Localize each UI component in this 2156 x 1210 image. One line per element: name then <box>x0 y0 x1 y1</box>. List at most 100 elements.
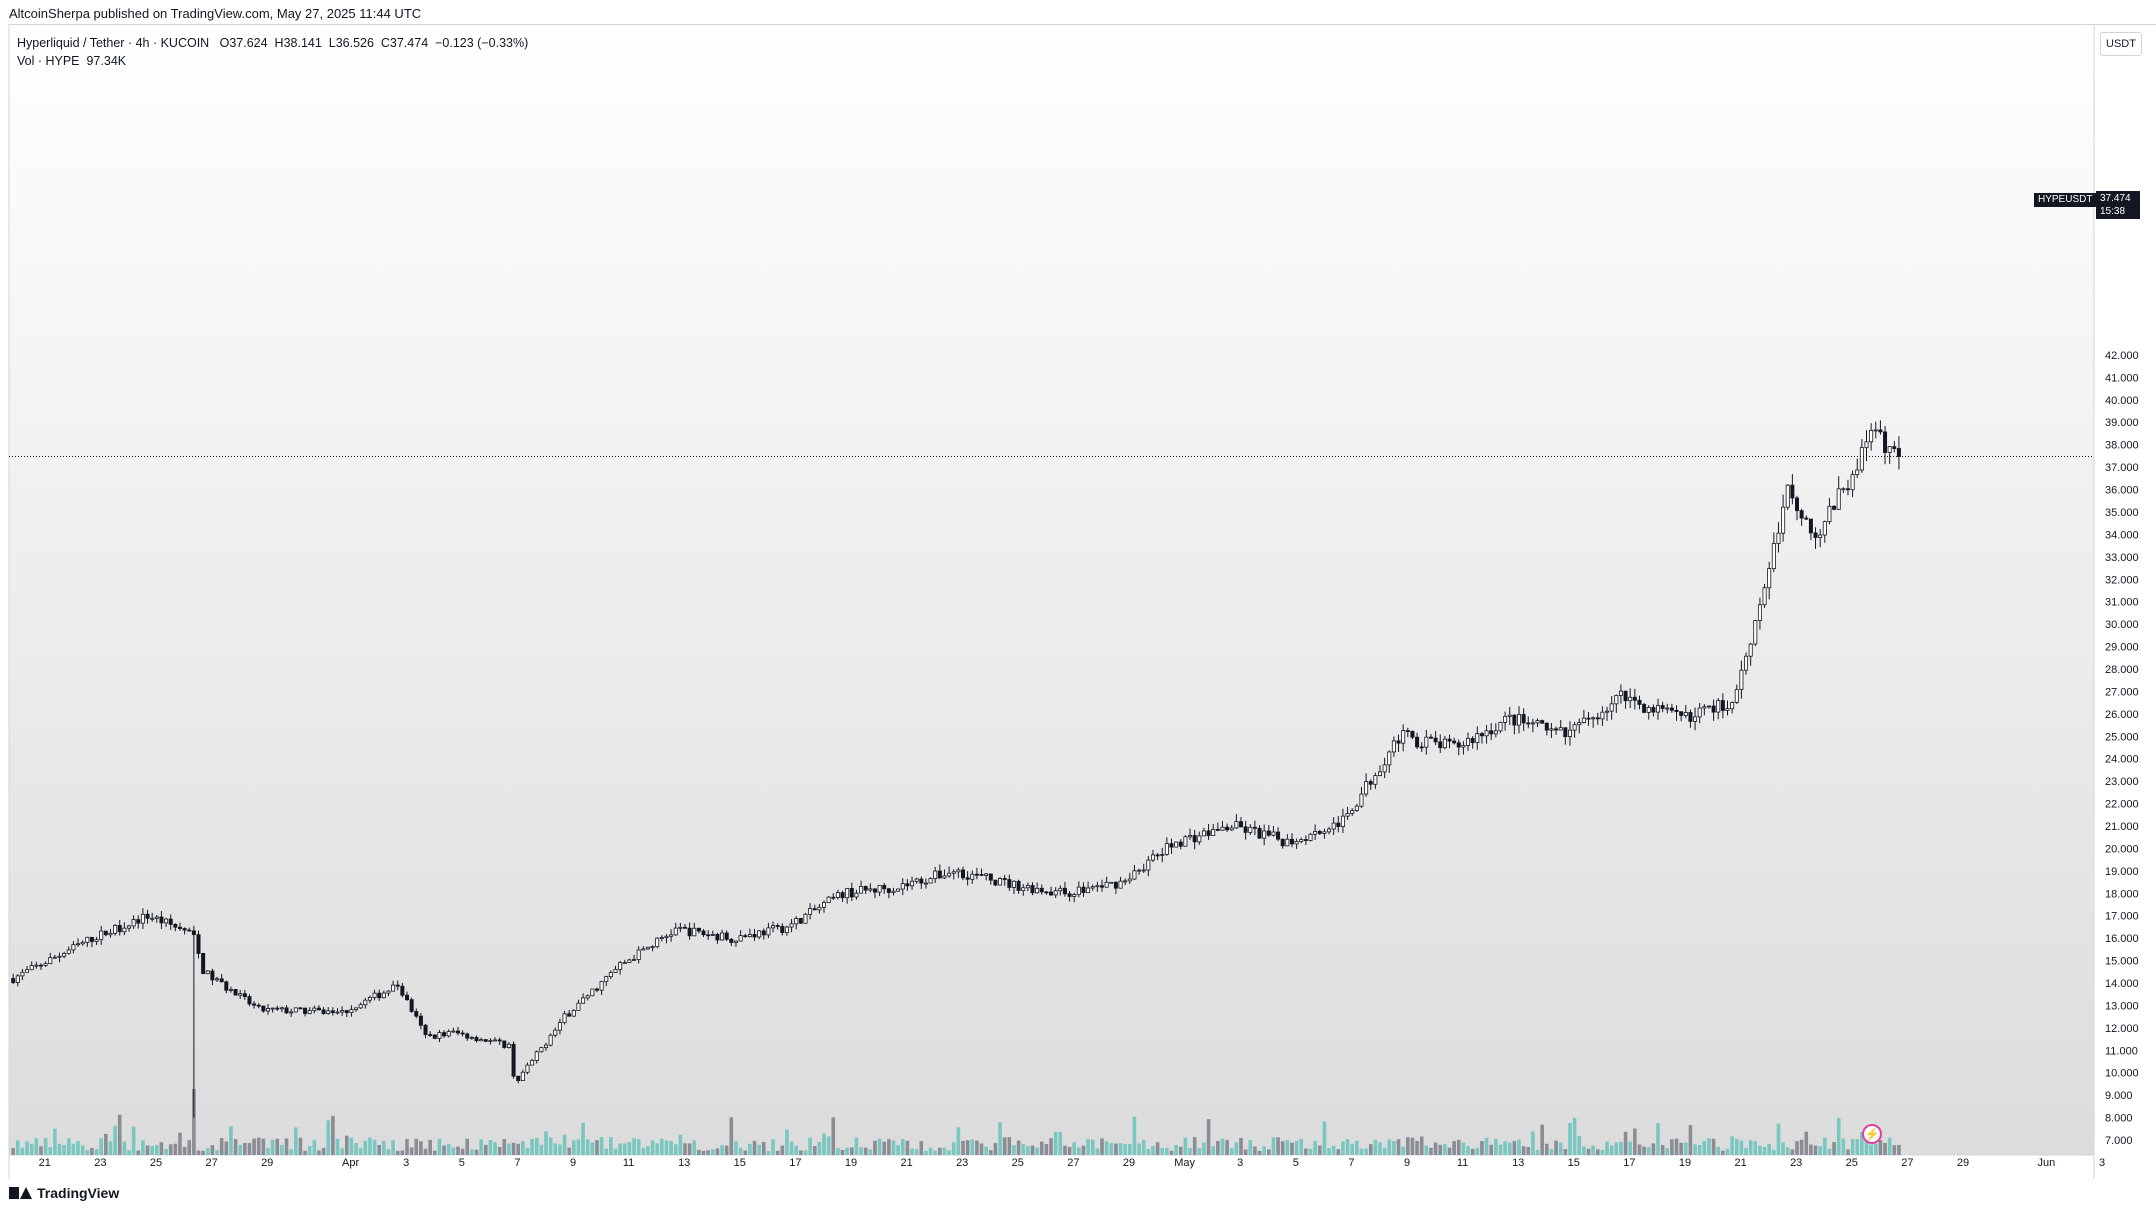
candle[interactable] <box>1285 834 1290 847</box>
candle[interactable] <box>1623 690 1628 709</box>
candle[interactable] <box>43 961 48 968</box>
candle[interactable] <box>479 1037 484 1042</box>
candle[interactable] <box>720 929 725 941</box>
candle[interactable] <box>1030 882 1035 896</box>
candle[interactable] <box>1002 874 1007 886</box>
candle[interactable] <box>423 1023 428 1039</box>
candle[interactable] <box>1795 495 1800 521</box>
candle[interactable] <box>553 1027 558 1038</box>
candle[interactable] <box>340 1006 345 1016</box>
candle[interactable] <box>683 924 688 929</box>
candle[interactable] <box>1313 824 1318 840</box>
candle[interactable] <box>1841 487 1846 494</box>
candle[interactable] <box>1484 724 1489 744</box>
candle[interactable] <box>418 1012 423 1030</box>
candle[interactable] <box>335 1008 340 1015</box>
candle[interactable] <box>1118 876 1123 889</box>
candle[interactable] <box>62 951 67 959</box>
candle[interactable] <box>1646 705 1651 720</box>
candle[interactable] <box>645 946 650 951</box>
candle[interactable] <box>872 888 877 899</box>
candle[interactable] <box>428 1031 433 1038</box>
candle[interactable] <box>1294 838 1299 849</box>
price-chart[interactable]: 7.000 8.000 9.000 10.000 11.000 12.000 13.000 1… <box>0 24 2156 1179</box>
candle[interactable] <box>1053 887 1058 898</box>
candle[interactable] <box>1368 779 1373 790</box>
candle[interactable] <box>1665 703 1670 714</box>
candle[interactable] <box>168 914 173 931</box>
candle[interactable] <box>803 913 808 924</box>
candle[interactable] <box>395 980 400 991</box>
candle[interactable] <box>974 867 979 880</box>
candle[interactable] <box>247 994 252 1007</box>
candle[interactable] <box>831 893 836 901</box>
candle[interactable] <box>386 990 391 997</box>
candle[interactable] <box>1035 882 1040 894</box>
candle[interactable] <box>284 1005 289 1014</box>
candle[interactable] <box>1549 723 1554 738</box>
candle[interactable] <box>886 887 891 899</box>
candle[interactable] <box>1206 823 1211 840</box>
candle[interactable] <box>1530 718 1535 733</box>
candle[interactable] <box>1364 773 1369 797</box>
candle[interactable] <box>933 866 938 883</box>
candle[interactable] <box>25 966 30 973</box>
candle[interactable] <box>835 889 840 900</box>
candle[interactable] <box>1725 700 1730 716</box>
candle[interactable] <box>1767 561 1772 600</box>
candle[interactable] <box>488 1038 493 1045</box>
candle[interactable] <box>868 883 873 893</box>
candle[interactable] <box>1220 820 1225 831</box>
candle[interactable] <box>1262 824 1267 846</box>
chart-frame[interactable]: 7.000 8.000 9.000 10.000 11.000 12.000 13.000 1… <box>0 24 2156 1179</box>
candle[interactable] <box>326 1007 331 1015</box>
candle[interactable] <box>1419 742 1424 752</box>
candle[interactable] <box>1280 838 1285 849</box>
candle[interactable] <box>1781 494 1786 542</box>
candle[interactable] <box>1405 727 1410 738</box>
candle[interactable] <box>465 1032 470 1041</box>
candle[interactable] <box>131 915 136 930</box>
candle[interactable] <box>1697 702 1702 724</box>
candle[interactable] <box>321 1007 326 1015</box>
candle[interactable] <box>534 1050 539 1064</box>
candle[interactable] <box>1081 882 1086 897</box>
candle[interactable] <box>1466 732 1471 751</box>
candle[interactable] <box>525 1062 530 1075</box>
candle[interactable] <box>979 868 984 876</box>
candle[interactable] <box>1577 718 1582 734</box>
candle[interactable] <box>1257 825 1262 839</box>
candle[interactable] <box>562 1010 567 1025</box>
candle[interactable] <box>1586 712 1591 726</box>
candle[interactable] <box>344 1009 349 1018</box>
candle[interactable] <box>451 1027 456 1033</box>
candle[interactable] <box>590 988 595 997</box>
candle[interactable] <box>1109 881 1114 884</box>
candle[interactable] <box>497 1037 502 1045</box>
candle[interactable] <box>1072 892 1077 903</box>
candle[interactable] <box>1896 436 1901 470</box>
candle[interactable] <box>1822 520 1827 543</box>
candle[interactable] <box>372 989 377 1001</box>
candle[interactable] <box>1401 724 1406 752</box>
candle[interactable] <box>539 1046 544 1053</box>
candle[interactable] <box>1808 518 1813 541</box>
candle[interactable] <box>1049 886 1054 896</box>
candle[interactable] <box>1799 508 1804 526</box>
candle[interactable] <box>201 952 206 975</box>
candle[interactable] <box>238 989 243 999</box>
candle[interactable] <box>1123 878 1128 886</box>
candle[interactable] <box>808 903 813 920</box>
candle[interactable] <box>48 952 53 965</box>
candle[interactable] <box>99 925 104 945</box>
candle[interactable] <box>1415 732 1420 750</box>
candle[interactable] <box>914 877 919 884</box>
candle[interactable] <box>715 932 720 944</box>
candle[interactable] <box>1007 874 1012 891</box>
candle[interactable] <box>154 914 159 923</box>
candle[interactable] <box>1859 439 1864 473</box>
candle[interactable] <box>1762 583 1767 609</box>
candle[interactable] <box>1424 729 1429 755</box>
candle[interactable] <box>1456 739 1461 756</box>
candle[interactable] <box>1832 505 1837 511</box>
